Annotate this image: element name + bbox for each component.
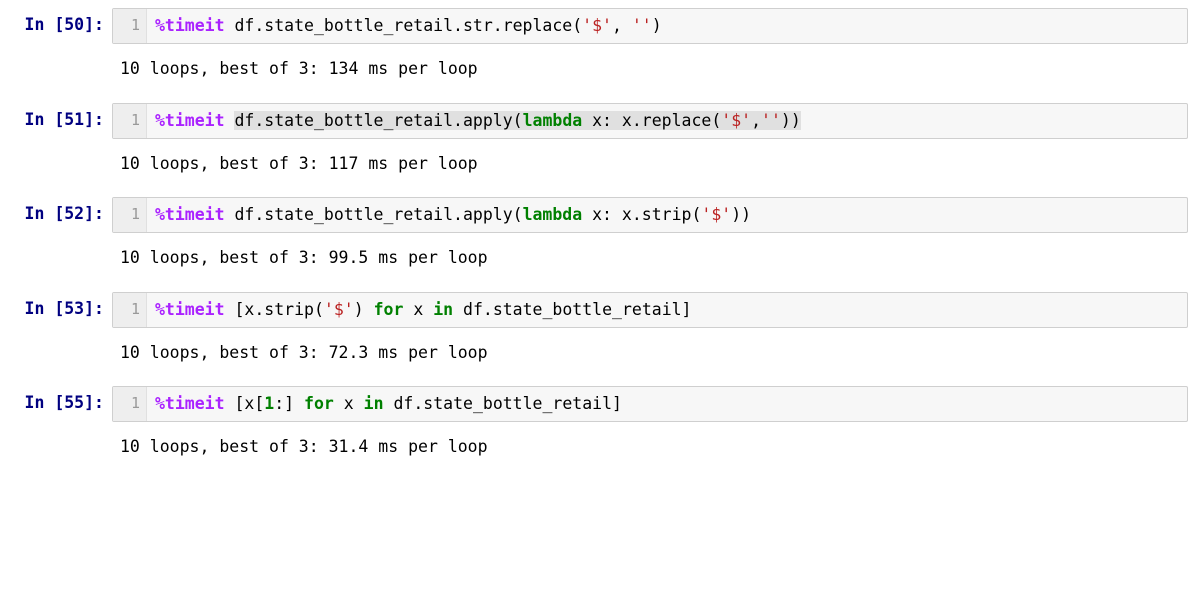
code-input-area[interactable]: 1%timeit [x[1:] for x in df.state_bottle…: [112, 386, 1188, 422]
input-prompt: In [55]:: [12, 386, 112, 414]
output-row: 10 loops, best of 3: 117 ms per loop: [12, 143, 1188, 179]
line-number-gutter: 1: [113, 9, 147, 43]
line-number-gutter: 1: [113, 293, 147, 327]
code-content[interactable]: %timeit [x[1:] for x in df.state_bottle_…: [147, 387, 1187, 421]
code-input-area[interactable]: 1%timeit df.state_bottle_retail.apply(la…: [112, 103, 1188, 139]
output-row: 10 loops, best of 3: 134 ms per loop: [12, 48, 1188, 84]
code-cell: In [55]:1%timeit [x[1:] for x in df.stat…: [12, 386, 1188, 422]
input-prompt: In [51]:: [12, 103, 112, 131]
output-row: 10 loops, best of 3: 31.4 ms per loop: [12, 426, 1188, 462]
code-cell: In [51]:1%timeit df.state_bottle_retail.…: [12, 103, 1188, 139]
output-text: 10 loops, best of 3: 72.3 ms per loop: [112, 332, 1188, 368]
code-cell: In [53]:1%timeit [x.strip('$') for x in …: [12, 292, 1188, 328]
line-number-gutter: 1: [113, 387, 147, 421]
code-content[interactable]: %timeit df.state_bottle_retail.apply(lam…: [147, 198, 1187, 232]
output-text: 10 loops, best of 3: 31.4 ms per loop: [112, 426, 1188, 462]
line-number-gutter: 1: [113, 104, 147, 138]
output-row: 10 loops, best of 3: 99.5 ms per loop: [12, 237, 1188, 273]
code-input-area[interactable]: 1%timeit df.state_bottle_retail.apply(la…: [112, 197, 1188, 233]
code-cell: In [52]:1%timeit df.state_bottle_retail.…: [12, 197, 1188, 233]
output-text: 10 loops, best of 3: 99.5 ms per loop: [112, 237, 1188, 273]
output-row: 10 loops, best of 3: 72.3 ms per loop: [12, 332, 1188, 368]
input-prompt: In [50]:: [12, 8, 112, 36]
code-input-area[interactable]: 1%timeit [x.strip('$') for x in df.state…: [112, 292, 1188, 328]
code-content[interactable]: %timeit [x.strip('$') for x in df.state_…: [147, 293, 1187, 327]
jupyter-notebook: In [50]:1%timeit df.state_bottle_retail.…: [12, 8, 1188, 463]
output-text: 10 loops, best of 3: 117 ms per loop: [112, 143, 1188, 179]
line-number-gutter: 1: [113, 198, 147, 232]
input-prompt: In [53]:: [12, 292, 112, 320]
code-content[interactable]: %timeit df.state_bottle_retail.apply(lam…: [147, 104, 1187, 138]
output-text: 10 loops, best of 3: 134 ms per loop: [112, 48, 1188, 84]
code-cell: In [50]:1%timeit df.state_bottle_retail.…: [12, 8, 1188, 44]
code-content[interactable]: %timeit df.state_bottle_retail.str.repla…: [147, 9, 1187, 43]
input-prompt: In [52]:: [12, 197, 112, 225]
code-input-area[interactable]: 1%timeit df.state_bottle_retail.str.repl…: [112, 8, 1188, 44]
